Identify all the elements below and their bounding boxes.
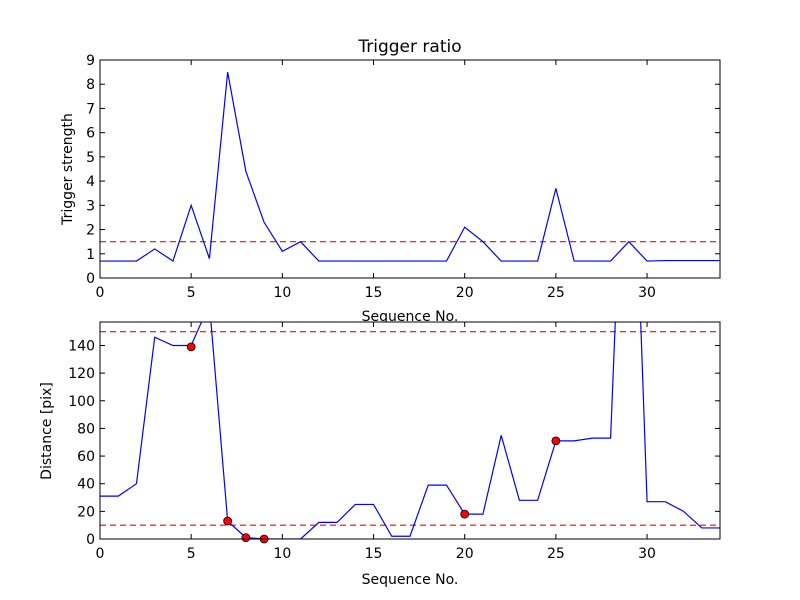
y-tick-label: 0	[86, 271, 95, 287]
y-tick-label: 1	[86, 247, 95, 263]
y-tick-label: 100	[68, 394, 95, 410]
x-tick-label: 10	[273, 285, 291, 301]
y-tick-label: 60	[77, 449, 95, 465]
trigger-ratio-plot: 0 5 10 15 20 25 30 0 1 2 3 4 5 6 7 8 9 Trigger ratio Se…	[60, 37, 721, 325]
data-point-marker	[460, 509, 470, 519]
x-axis-label-top: Sequence No.	[362, 309, 459, 325]
y-tick-label: 120	[68, 366, 95, 382]
x-tick-label: 30	[638, 546, 656, 562]
x-tick-label: 20	[456, 546, 474, 562]
chart-title: Trigger ratio	[357, 37, 461, 57]
plot-area-top	[100, 60, 720, 278]
threshold-lines-bottom	[100, 331, 720, 526]
x-tick-label: 0	[96, 285, 105, 301]
y-tick-label: 9	[86, 53, 95, 69]
plot-frame-bottom	[99, 321, 721, 540]
distance-plot: 0 5 10 15 20 25 30 0 20 40 60 80 100 120 140 Sequence…	[39, 321, 721, 588]
x-tick-label: 5	[187, 285, 196, 301]
x-tick-label: 15	[365, 546, 383, 562]
trigger-strength-series	[100, 72, 720, 262]
x-tick-label: 0	[96, 546, 105, 562]
y-tick-label: 5	[86, 150, 95, 166]
x-tick-label: 10	[273, 546, 291, 562]
x-axis-label-bottom: Sequence No.	[362, 572, 459, 588]
y-tick-label: 80	[77, 421, 95, 437]
y-tick-label: 20	[77, 504, 95, 520]
y-tick-label: 40	[77, 477, 95, 493]
x-tick-label: 25	[547, 546, 565, 562]
y-tick-label: 3	[86, 198, 95, 214]
y-tick-label: 7	[86, 101, 95, 117]
data-point-marker	[551, 436, 561, 446]
y-axis-label-bottom: Distance [pix]	[39, 382, 55, 480]
x-ticks-top: 0 5 10 15 20 25 30	[96, 60, 656, 301]
y-tick-label: 4	[86, 174, 95, 190]
x-tick-label: 20	[456, 285, 474, 301]
y-ticks-bottom: 0 20 40 60 80 100 120 140	[68, 338, 720, 548]
x-tick-label: 5	[187, 546, 196, 562]
x-tick-label: 15	[365, 285, 383, 301]
data-point-marker	[223, 516, 233, 526]
series-line	[100, 322, 720, 539]
y-ticks-top: 0 1 2 3 4 5 6 7 8 9	[86, 53, 720, 287]
data-point-marker	[186, 342, 196, 352]
series-line	[100, 72, 720, 262]
plot-frame-top	[99, 59, 721, 279]
y-tick-label: 8	[86, 77, 95, 93]
y-tick-label: 2	[86, 223, 95, 239]
y-tick-label: 140	[68, 338, 95, 354]
y-tick-label: 6	[86, 126, 95, 142]
data-point-marker	[241, 533, 251, 543]
x-tick-label: 30	[638, 285, 656, 301]
y-tick-label: 0	[86, 532, 95, 548]
plot-area-bottom	[100, 322, 720, 539]
x-ticks-bottom: 0 5 10 15 20 25 30	[96, 322, 656, 562]
distance-series	[100, 322, 720, 539]
y-axis-label-top: Trigger strength	[60, 113, 76, 226]
x-tick-label: 25	[547, 285, 565, 301]
